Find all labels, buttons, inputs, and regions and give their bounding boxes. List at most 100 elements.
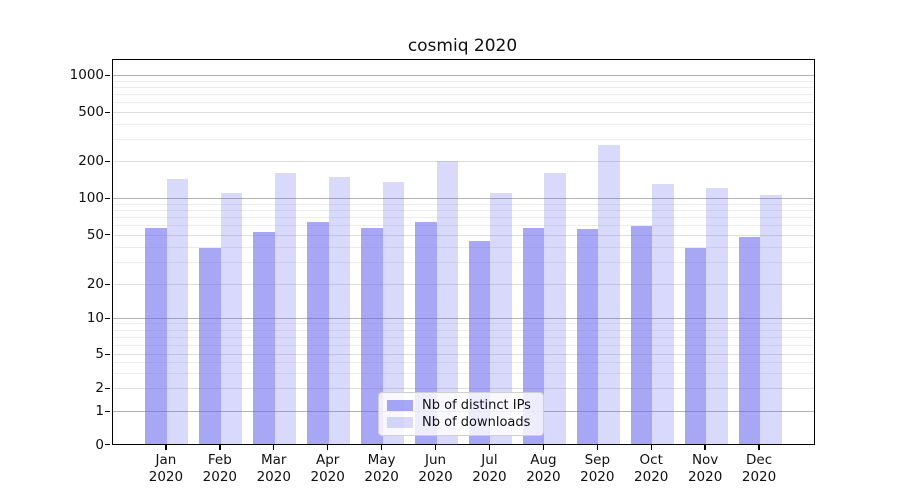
x-tick-label-11: Nov 2020 (687, 451, 723, 485)
bar-downloads-apr-2020 (328, 177, 351, 445)
gridline-minor-800 (113, 86, 814, 88)
x-tick-label-12: Dec 2020 (741, 451, 777, 485)
x-tick-label-4: Apr 2020 (310, 451, 345, 485)
gridline-minor-4 (113, 362, 814, 364)
gridline-y-100 (113, 198, 814, 200)
bar-ips-dec-2020 (738, 236, 761, 445)
bar-downloads-sep-2020 (598, 144, 620, 445)
bar-ips-apr-2020 (307, 221, 329, 445)
y-tick-mark-50 (105, 234, 110, 236)
legend-item-downloads: Nb of downloads (387, 415, 535, 430)
y-tick-label-10: 10 (86, 310, 104, 326)
gridline-y-500 (113, 112, 814, 113)
y-tick-label-500: 500 (78, 104, 104, 120)
y-tick-mark-1000 (105, 74, 110, 76)
y-tick-mark-0 (105, 444, 110, 446)
x-tick-label-5: May 2020 (364, 451, 399, 485)
gridline-y-10 (113, 318, 814, 320)
y-tick-mark-5 (105, 353, 110, 355)
gridline-minor-70 (113, 216, 814, 218)
gridline-minor-90 (113, 203, 814, 205)
gridline-minor-400 (113, 123, 814, 125)
y-tick-label-100: 100 (78, 190, 104, 206)
gridline-y-2 (113, 388, 814, 389)
x-tick-label-2: Feb 2020 (202, 451, 238, 485)
y-tick-label-1: 1 (95, 403, 104, 419)
bar-ips-may-2020 (361, 227, 383, 445)
bar-downloads-oct-2020 (652, 183, 674, 445)
x-tick-label-3: Mar 2020 (256, 451, 291, 485)
legend: Nb of distinct IPs Nb of downloads (378, 392, 544, 436)
gridline-minor-80 (113, 209, 814, 211)
bar-ips-oct-2020 (630, 225, 653, 445)
x-tick-label-7: Jul 2020 (472, 451, 507, 485)
x-tick-mark-12 (758, 445, 760, 451)
legend-swatch-downloads-icon (387, 417, 413, 428)
gridline-minor-40 (113, 246, 814, 248)
x-tick-label-6: Jun 2020 (418, 451, 453, 485)
bar-downloads-dec-2020 (760, 194, 782, 445)
bar-downloads-jun-2020 (436, 161, 459, 445)
x-tick-label-8: Aug 2020 (526, 451, 561, 485)
gridline-minor-700 (113, 94, 814, 96)
plot-area (112, 59, 815, 445)
y-tick-mark-2 (105, 387, 110, 389)
bar-downloads-nov-2020 (706, 188, 728, 445)
bar-ips-jun-2020 (415, 221, 437, 445)
y-tick-label-20: 20 (86, 276, 104, 292)
legend-item-distinct-ips: Nb of distinct IPs (387, 398, 535, 413)
bar-ips-sep-2020 (576, 229, 599, 445)
chart-title: cosmiq 2020 (407, 36, 518, 56)
x-tick-mark-5 (380, 445, 383, 451)
y-tick-mark-1 (105, 410, 110, 412)
x-tick-mark-1 (165, 445, 167, 451)
legend-swatch-ips-icon (387, 400, 413, 411)
bar-downloads-may-2020 (382, 181, 405, 445)
y-tick-mark-10 (105, 317, 110, 319)
bar-ips-nov-2020 (684, 247, 707, 445)
gridline-y-20 (113, 284, 814, 285)
y-tick-label-2: 2 (95, 380, 104, 396)
bar-ips-aug-2020 (522, 227, 545, 445)
y-tick-label-5: 5 (95, 346, 104, 362)
gridline-y-5 (113, 354, 814, 355)
gridline-y-50 (113, 234, 814, 236)
x-tick-mark-6 (434, 445, 437, 451)
y-tick-label-50: 50 (86, 226, 104, 243)
gridline-minor-300 (113, 139, 814, 141)
y-tick-mark-20 (105, 283, 110, 285)
y-tick-mark-500 (105, 111, 110, 113)
y-tick-mark-100 (105, 197, 110, 199)
bar-downloads-jul-2020 (490, 193, 512, 445)
x-tick-mark-7 (488, 445, 491, 451)
x-tick-label-9: Sep 2020 (580, 451, 615, 485)
bar-ips-jan-2020 (145, 227, 167, 445)
x-tick-mark-10 (650, 445, 652, 451)
legend-label-distinct-ips: Nb of distinct IPs (422, 398, 531, 413)
x-tick-mark-8 (542, 445, 545, 451)
x-tick-mark-11 (704, 445, 706, 451)
gridline-y-1000 (113, 75, 814, 77)
gridline-minor-6 (113, 344, 814, 346)
x-tick-label-10: Oct 2020 (634, 451, 669, 485)
x-tick-label-1: Jan 2020 (148, 451, 184, 485)
x-tick-mark-2 (219, 445, 221, 451)
gridline-y-200 (113, 161, 814, 162)
gridline-minor-600 (113, 102, 814, 104)
bar-ips-mar-2020 (253, 232, 275, 445)
bar-downloads-jan-2020 (166, 178, 189, 445)
gridline-minor-60 (113, 224, 814, 226)
x-tick-mark-9 (596, 445, 598, 451)
y-tick-label-200: 200 (78, 153, 104, 169)
gridline-minor-8 (113, 329, 814, 331)
y-tick-mark-200 (105, 160, 110, 162)
bar-downloads-aug-2020 (544, 172, 566, 445)
legend-label-downloads: Nb of downloads (422, 415, 531, 430)
gridline-minor-7 (113, 336, 814, 338)
bar-downloads-feb-2020 (220, 192, 243, 445)
x-tick-mark-4 (326, 445, 329, 451)
gridline-minor-900 (113, 80, 814, 82)
gridline-minor-9 (113, 323, 814, 325)
gridline-minor-3 (113, 372, 814, 374)
